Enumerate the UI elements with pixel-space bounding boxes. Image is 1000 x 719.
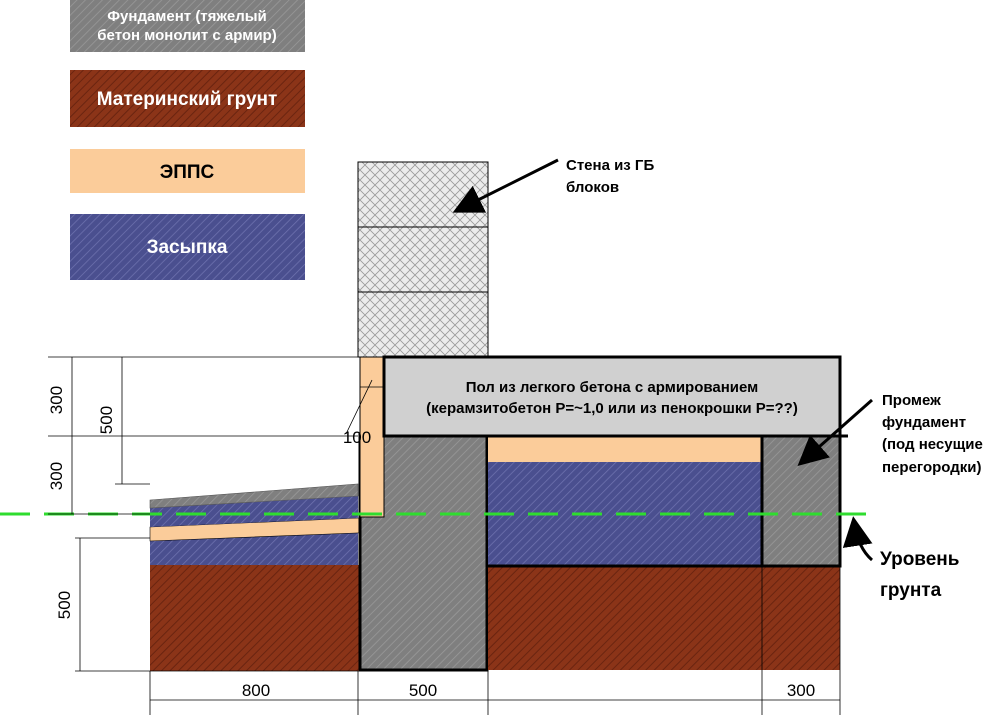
native-soil-inner [488, 566, 840, 670]
legend-epps: ЭППС [70, 149, 305, 193]
dim-100-epps: 100 [343, 428, 371, 447]
legend-backfill-label: Засыпка [147, 237, 228, 258]
ground-level-label-1: Уровень [880, 549, 959, 570]
legend-native-soil: Материнский грунт [70, 70, 305, 127]
legend-foundation-label-2: бетон монолит с армир) [97, 27, 276, 44]
inter-foundation-label-4: перегородки) [882, 459, 982, 476]
legend-epps-label: ЭППС [160, 162, 215, 183]
legend-native-soil-label: Материнский грунт [97, 89, 278, 110]
inter-foundation-label-2: фундамент [882, 414, 966, 431]
dim-500-upper: 500 [97, 406, 116, 434]
legend: Фундамент (тяжелый бетон монолит с армир… [70, 0, 305, 280]
legend-foundation: Фундамент (тяжелый бетон монолит с армир… [70, 0, 305, 52]
inter-foundation-label-1: Промеж [882, 392, 941, 409]
inter-foundation-annotation: Промеж фундамент (под несущие перегородк… [797, 392, 983, 476]
floor-slab [382, 355, 842, 438]
wall-annotation: Стена из ГБ блоков [452, 157, 654, 213]
dim-300-top: 300 [47, 386, 66, 414]
ground-level-label-2: грунта [880, 580, 942, 601]
floor-label-2: (керамзитобетон Р=~1,0 или из пенокрошки… [426, 400, 798, 417]
blind-area [149, 483, 359, 509]
gb-block-wall [357, 161, 489, 358]
dimension-lines [48, 356, 841, 715]
legend-foundation-label-1: Фундамент (тяжелый [107, 8, 267, 25]
epps-under-floor [488, 437, 762, 462]
backfill-slope-left [150, 496, 358, 527]
native-soil-left [150, 565, 360, 671]
wall-label-1: Стена из ГБ [566, 157, 654, 174]
dim-300-inter: 300 [787, 681, 815, 700]
dim-300-mid: 300 [47, 462, 66, 490]
floor-label-1: Пол из легкого бетона с армированием [466, 379, 759, 396]
intermediate-foundation [760, 433, 842, 568]
dim-500-lower: 500 [55, 591, 74, 619]
inter-foundation-label-3: (под несущие [882, 436, 983, 453]
ground-level-annotation: Уровень грунта [842, 516, 959, 601]
dim-500-foundation: 500 [409, 681, 437, 700]
wall-label-2: блоков [566, 179, 619, 196]
legend-backfill: Засыпка [70, 214, 305, 280]
dim-800: 800 [242, 681, 270, 700]
